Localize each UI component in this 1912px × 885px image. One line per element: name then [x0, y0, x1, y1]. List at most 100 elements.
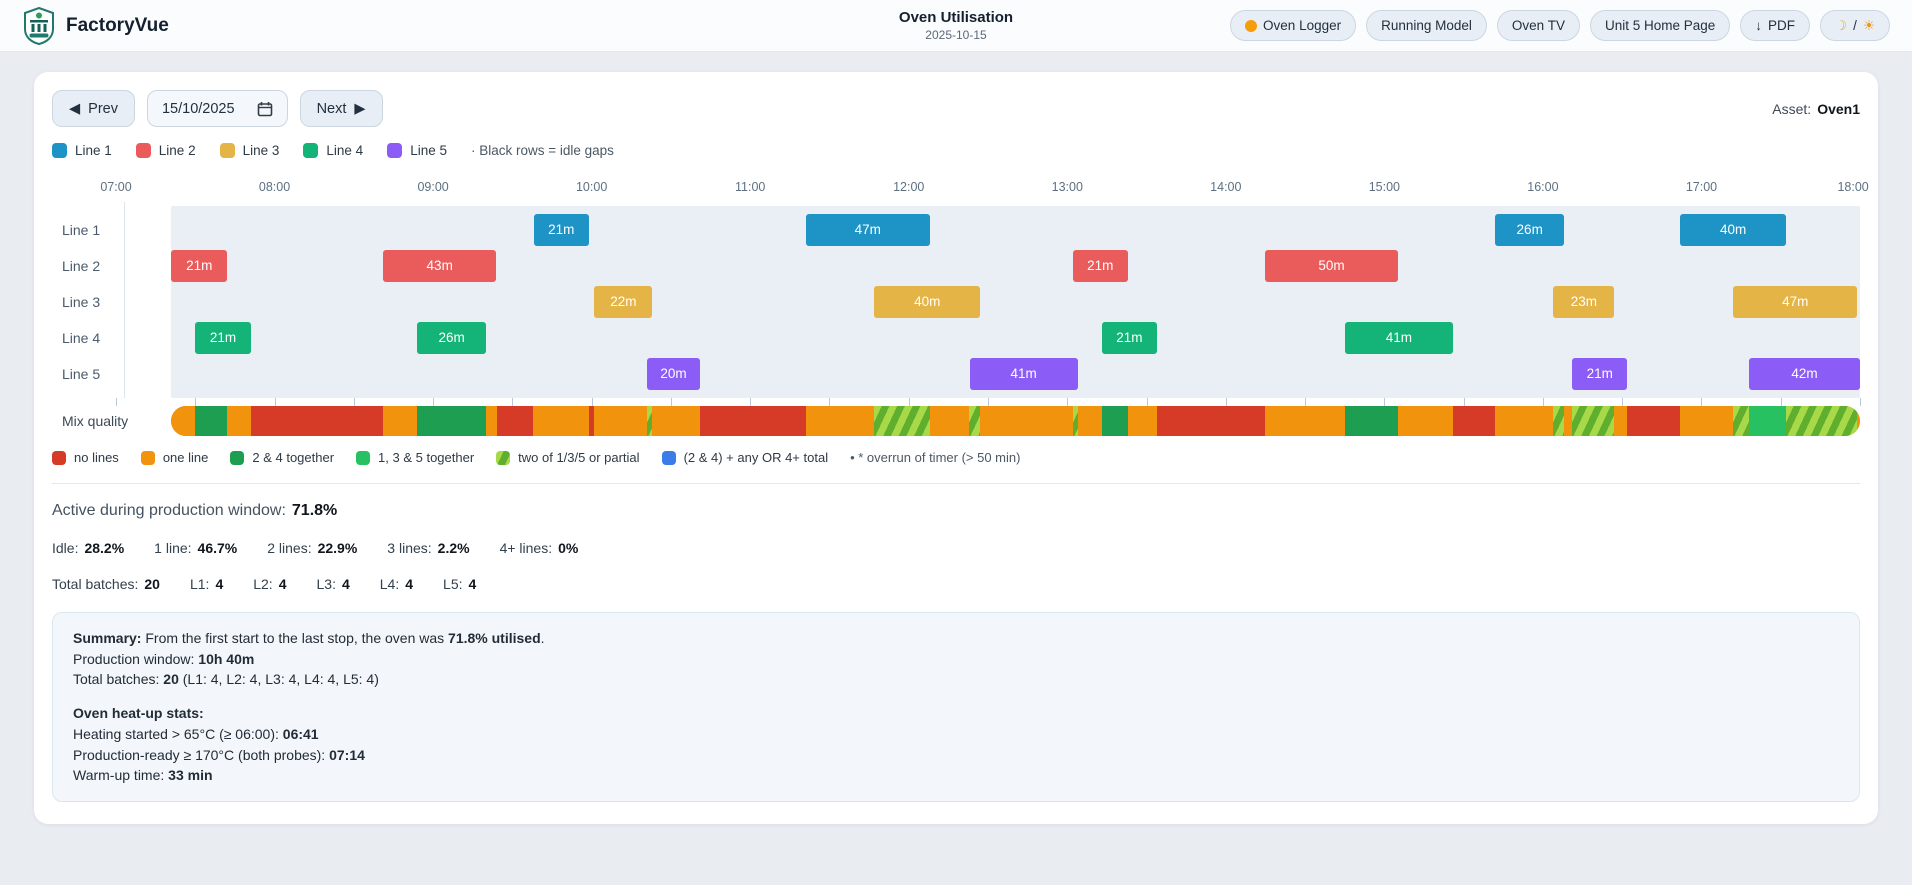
mix-segment-partial: [647, 406, 653, 436]
mix-segment-partial: [969, 406, 981, 436]
batch-bar: 21m: [171, 250, 227, 282]
batch-bar: 23m: [1553, 286, 1615, 318]
one-line-swatch-icon: [140, 450, 155, 465]
axis-tick: [1780, 398, 1782, 406]
axis-tick: [353, 398, 355, 406]
batch-bar: 42m: [1749, 358, 1860, 390]
row-label-line-1: Line 1: [62, 222, 101, 238]
stat-label: L1:: [189, 576, 210, 592]
gantt-plot-area: 21m 47m 26m 40m 21m 43m 21m 50m 22m 40m 23m 47m 21m 2…: [116, 202, 1861, 406]
y-axis-line: [124, 202, 125, 398]
mix-segment-one: [929, 406, 970, 436]
mix-segment-partial: [1571, 406, 1615, 436]
legend-label: Line 5: [410, 143, 447, 158]
summary-line-batches: Total batches: 20 (L1: 4, L2: 4, L3: 4, …: [73, 671, 379, 688]
stat-pair: Idle: 28.2%: [52, 540, 124, 556]
stat-value: 46.7%: [197, 540, 238, 556]
batch-bar: 47m: [805, 214, 930, 246]
line-legend-item: Line 2: [135, 143, 196, 158]
legend-label: 2 & 4 together: [252, 450, 335, 465]
active-value: 71.8%: [291, 502, 338, 519]
mix-legend: no lines one line 2 & 4 together 1, 3 & 5 t…: [52, 450, 1860, 465]
axis-tick-label: 16:00: [1527, 180, 1559, 194]
row-label-line-2: Line 2: [62, 258, 101, 274]
mix-segment-none: [1453, 406, 1496, 436]
axis-tick-label: 15:00: [1368, 180, 1400, 194]
prev-day-button[interactable]: ◀ Prev: [52, 90, 135, 127]
line-legend-item: Line 5: [387, 143, 447, 158]
legend-label: two of 1/3/5 or partial: [518, 450, 640, 465]
stat-label: L3:: [316, 576, 336, 592]
mix-segment-one: [533, 406, 589, 436]
oven-logger-button[interactable]: Oven Logger: [1230, 10, 1357, 41]
theme-toggle-button[interactable]: ☽ / ☀: [1820, 10, 1890, 41]
title-block: Oven Utilisation 2025-10-15: [899, 9, 1013, 42]
mix-legend-item: 2 & 4 together: [230, 450, 334, 465]
mix-segment-one: [594, 406, 648, 436]
asset-value: Oven1: [1817, 100, 1860, 117]
summary-line-utilisation: Summary: From the first start to the las…: [73, 630, 545, 646]
factoryvue-logo: [24, 6, 54, 45]
main-card: ◀ Prev 15/10/2025 Next ▶ Asset: Oven1 Lin…: [34, 72, 1878, 825]
axis-tick: [1225, 398, 1227, 406]
stat-value: 4: [341, 576, 350, 592]
mix-legend-item: one line: [140, 450, 208, 465]
axis-tick: [670, 398, 672, 406]
mix-segment-one: [485, 406, 497, 436]
mix-segment-none: [250, 406, 383, 436]
pdf-label: PDF: [1768, 18, 1796, 33]
axis-tick: [1305, 398, 1307, 406]
stat-value: 4: [405, 576, 414, 592]
stat-pair: L2: 4: [253, 576, 286, 592]
mix-segment-one: [171, 406, 196, 436]
batch-bar: 20m: [647, 358, 700, 390]
idle-gaps-note: · Black rows = idle gaps: [470, 143, 614, 158]
batch-bar: 21m: [533, 214, 589, 246]
oven-tv-button[interactable]: Oven TV: [1496, 10, 1580, 41]
mix-segment-one: [1857, 406, 1860, 436]
mix-segment-one: [1128, 406, 1158, 436]
brand: FactoryVue: [22, 6, 169, 45]
legend-label: no lines: [74, 450, 119, 465]
line-5-swatch-icon: [387, 143, 403, 158]
app-header: FactoryVue Oven Utilisation 2025-10-15 O…: [0, 0, 1912, 52]
mix-segment-one: [382, 406, 418, 436]
mix-segment-two24: [417, 406, 486, 436]
running-model-button[interactable]: Running Model: [1366, 10, 1487, 41]
line-legend-items: Line 1 Line 2 Line 3 Line 4 Line 5: [52, 143, 447, 158]
mix-segment-one: [1680, 406, 1734, 436]
mix-quality-row: [116, 406, 1860, 436]
axis-tick: [1542, 398, 1544, 406]
legend-label: Line 3: [242, 143, 280, 158]
axis-tick: [116, 398, 117, 406]
batch-bar: 50m: [1265, 250, 1398, 282]
date-input[interactable]: 15/10/2025: [146, 90, 288, 127]
batch-bar: 21m: [195, 322, 251, 354]
legend-label: Line 4: [326, 143, 364, 158]
mix-legend-item: two of 1/3/5 or partial: [496, 450, 640, 465]
axis-tick-label: 08:00: [258, 180, 291, 194]
calendar-icon[interactable]: [257, 101, 273, 117]
axis-tick: [433, 398, 435, 406]
axis-tick: [1622, 398, 1624, 406]
next-day-button[interactable]: Next ▶: [299, 90, 383, 127]
axis-tick: [274, 398, 276, 406]
axis-tick: [591, 398, 593, 406]
mix-segment-one: [226, 406, 251, 436]
mix-segment-partial: [874, 406, 930, 436]
unit5-home-button[interactable]: Unit 5 Home Page: [1589, 10, 1731, 41]
stat-label: 1 line:: [154, 540, 192, 556]
batch-bar: 47m: [1733, 286, 1858, 318]
axis-tick: [1384, 398, 1386, 406]
page-title: Oven Utilisation: [898, 9, 1014, 26]
mix-legend-items: no lines one line 2 & 4 together 1, 3 & 5 t…: [52, 450, 828, 465]
line-3-swatch-icon: [219, 143, 235, 158]
active-percentage-line: Active during production window: 71.8%: [52, 502, 1860, 520]
stat-pair: 4+ lines: 0%: [500, 540, 579, 556]
mix-segment-partial: [1553, 406, 1565, 436]
mix-segment-one: [1397, 406, 1454, 436]
batch-bar: 41m: [969, 358, 1078, 390]
1-3-5-together-swatch-icon: [356, 450, 371, 465]
axis-tick-label: 07:00: [100, 180, 132, 194]
pdf-button[interactable]: ↓ PDF: [1740, 10, 1811, 41]
